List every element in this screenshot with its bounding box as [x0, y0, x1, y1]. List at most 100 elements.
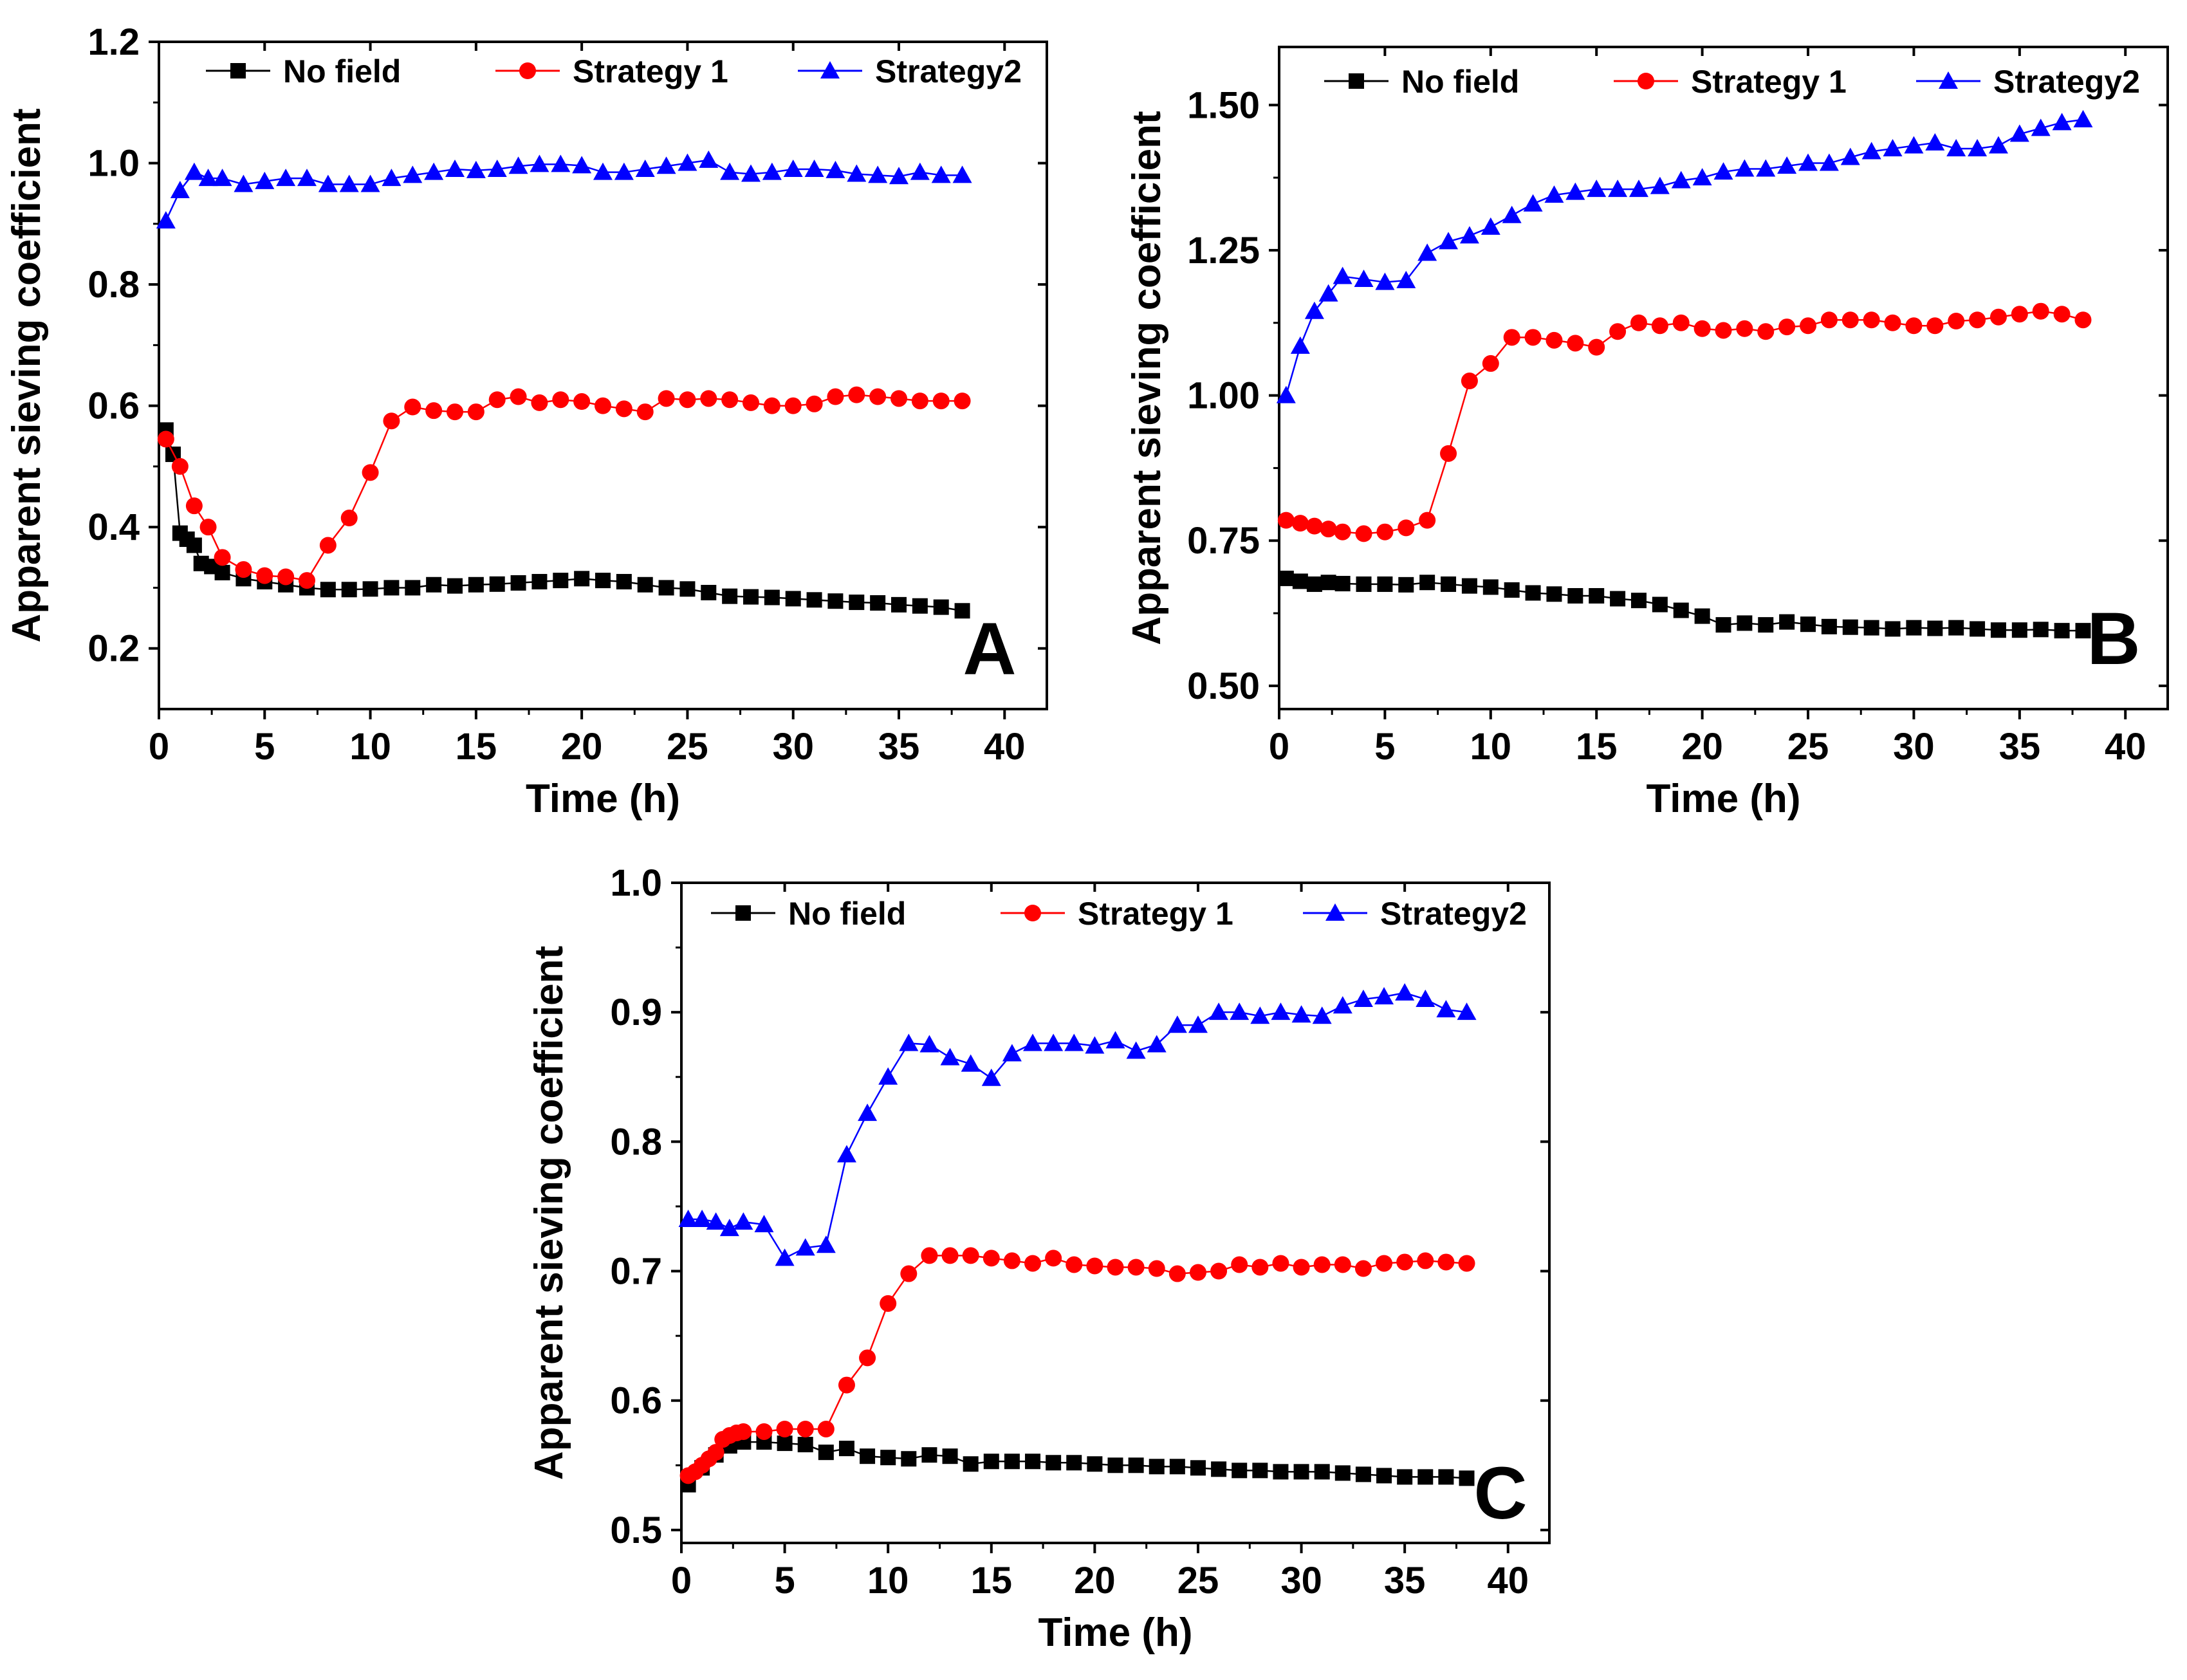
data-point	[961, 1054, 981, 1072]
data-point	[1025, 1454, 1041, 1470]
data-point	[1567, 335, 1584, 352]
data-point	[1885, 621, 1901, 637]
data-point	[574, 571, 590, 587]
data-point	[1355, 1466, 1371, 1482]
data-point	[425, 402, 443, 420]
y-tick-label: 1.00	[1187, 375, 1260, 417]
data-point	[1482, 355, 1499, 372]
y-tick-label: 1.25	[1187, 230, 1260, 272]
data-point	[1736, 320, 1753, 337]
data-point	[891, 596, 907, 613]
data-point	[1525, 585, 1541, 601]
data-point	[2073, 109, 2093, 127]
x-tick-label: 20	[1074, 1560, 1116, 1602]
data-point	[1437, 1253, 1455, 1271]
data-point	[954, 392, 971, 410]
data-point	[890, 390, 907, 407]
x-tick-label: 5	[1374, 726, 1395, 768]
data-point	[1087, 1456, 1103, 1472]
data-point	[1232, 1463, 1248, 1479]
data-point	[1481, 217, 1500, 235]
data-point	[185, 497, 203, 515]
data-point	[921, 1447, 937, 1463]
data-point	[277, 568, 295, 586]
data-point	[1989, 308, 2007, 326]
data-point	[1948, 313, 1965, 330]
legend-label: No field	[788, 896, 906, 932]
data-point	[552, 391, 569, 409]
data-point	[551, 154, 571, 172]
data-point	[1457, 1002, 1477, 1020]
y-tick-label: 0.4	[88, 506, 140, 548]
data-point	[1863, 311, 1880, 329]
data-point	[1693, 320, 1711, 337]
series-line	[688, 992, 1467, 1260]
data-point	[1459, 1470, 1475, 1486]
x-tick-label: 15	[1576, 726, 1618, 768]
data-point	[1459, 226, 1479, 244]
data-point	[1544, 185, 1564, 203]
data-point	[467, 403, 484, 421]
data-point	[817, 1420, 835, 1437]
data-point	[595, 397, 611, 414]
data-point	[1318, 284, 1338, 302]
data-point	[1149, 1459, 1165, 1475]
x-tick-label: 10	[1470, 726, 1512, 768]
data-point	[889, 167, 909, 185]
data-point	[1334, 523, 1351, 540]
data-point	[921, 1247, 938, 1264]
legend-label: Strategy 1	[1691, 64, 1847, 100]
data-point	[1840, 147, 1860, 165]
data-point	[1211, 1461, 1227, 1477]
series-no-field	[680, 1434, 1475, 1493]
data-point	[447, 403, 463, 421]
data-point	[1002, 1044, 1022, 1062]
data-point	[319, 537, 337, 554]
data-point	[942, 1448, 958, 1464]
data-point	[276, 169, 296, 187]
data-point	[595, 573, 611, 589]
legend: No field Strategy 1 Strategy2	[711, 896, 1527, 932]
series-no-field	[158, 422, 970, 619]
data-point	[340, 510, 358, 527]
data-point	[1692, 168, 1712, 186]
data-point	[1651, 317, 1668, 335]
x-axis-title: Time (h)	[526, 777, 680, 821]
data-point	[785, 591, 801, 607]
data-point	[658, 390, 675, 407]
panel-letter: A	[963, 608, 1016, 690]
data-point	[199, 519, 217, 536]
data-point	[1304, 301, 1324, 319]
legend: No field Strategy 1 Strategy2	[1324, 64, 2140, 100]
data-point	[931, 165, 951, 183]
data-point	[981, 1068, 1001, 1086]
data-point	[1312, 1006, 1332, 1024]
data-point	[1168, 1265, 1186, 1282]
data-point	[637, 577, 653, 593]
series-strategy2	[156, 150, 972, 229]
data-point	[1439, 232, 1459, 250]
data-point	[362, 464, 379, 481]
data-point	[707, 1444, 724, 1461]
data-point	[1397, 1469, 1413, 1485]
data-point	[339, 174, 359, 192]
data-point	[1800, 616, 1816, 632]
data-point	[403, 165, 423, 183]
data-point	[1188, 1015, 1208, 1033]
data-point	[1107, 1457, 1123, 1473]
series-line	[687, 1441, 1467, 1486]
data-point	[1650, 176, 1670, 194]
data-point	[1777, 156, 1797, 174]
data-point	[797, 1437, 813, 1453]
data-point	[706, 1212, 726, 1230]
data-point	[1277, 512, 1295, 529]
data-point	[1735, 159, 1755, 177]
data-point	[2033, 622, 2049, 638]
data-point	[1377, 576, 1393, 592]
data-point	[1396, 270, 1416, 288]
data-point	[1306, 517, 1323, 535]
x-tick-label: 40	[1488, 1560, 1529, 1602]
data-point	[405, 580, 421, 596]
data-point	[1066, 1455, 1082, 1471]
